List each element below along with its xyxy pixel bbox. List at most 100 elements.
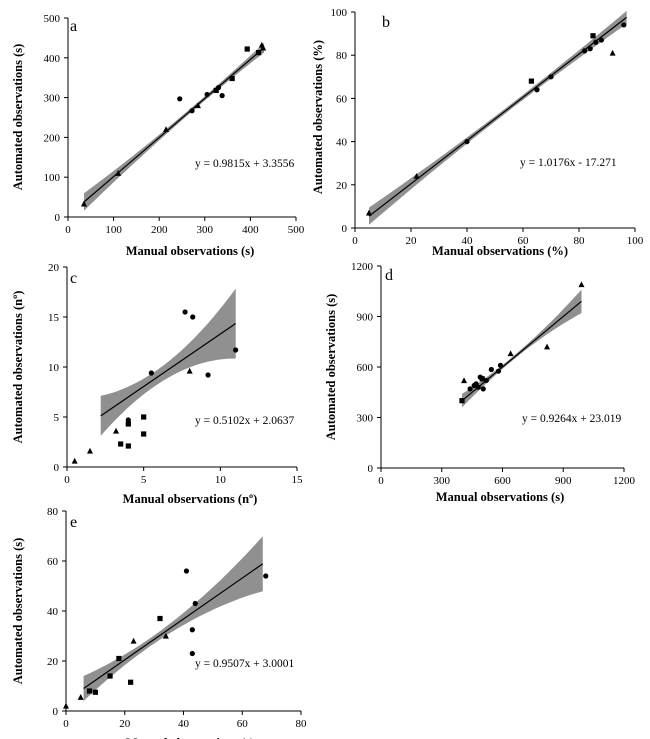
- data-point: [141, 431, 147, 437]
- data-point: [115, 170, 122, 176]
- data-point: [215, 85, 222, 91]
- x-tick-label: 5: [141, 474, 147, 486]
- x-axis-label-a: Manual observations (s): [126, 244, 254, 258]
- data-point: [260, 44, 267, 51]
- y-tick-label: 15: [48, 312, 60, 324]
- data-point: [219, 93, 225, 99]
- x-tick-label: 15: [292, 474, 304, 486]
- chart-panel-b: 0 20 40 60 80 100 0 20 40 60 80 100 b y = 1.0176x - 1…: [311, 7, 644, 258]
- y-tick-label: 1200: [351, 261, 374, 273]
- panel-label-b: b: [382, 14, 390, 31]
- panel-label-a: a: [70, 18, 77, 35]
- x-tick-label: 60: [237, 718, 249, 730]
- data-point: [107, 673, 113, 679]
- y-tick-label: 80: [47, 506, 59, 518]
- data-point: [609, 49, 616, 56]
- data-point: [366, 209, 372, 216]
- data-point: [116, 655, 122, 662]
- x-tick-label: 0: [65, 224, 71, 236]
- x-tick-label: 100: [627, 235, 644, 247]
- y-axis-label-b: Automated observations (%): [311, 40, 325, 194]
- data-point: [480, 386, 486, 392]
- x-axis-label-d: Manual observations (s): [436, 490, 564, 504]
- x-tick-label: 0: [378, 475, 384, 487]
- data-point: [118, 441, 124, 447]
- fit-line-c: [100, 323, 237, 417]
- data-point: [244, 46, 250, 52]
- x-tick-label: 900: [555, 475, 572, 487]
- regression-equation-b: y = 1.0176x - 17.271: [520, 157, 617, 169]
- y-axis-label-d: Automated observations (s): [324, 294, 338, 441]
- data-point: [125, 417, 131, 423]
- data-point: [192, 600, 198, 607]
- y-tick-label: 40: [336, 137, 348, 149]
- data-point: [233, 347, 239, 353]
- y-tick-label: 300: [44, 93, 61, 105]
- y-tick-label: 100: [44, 172, 61, 184]
- y-tick-label: 20: [48, 262, 60, 274]
- panel-label-e: e: [70, 514, 77, 531]
- data-point: [213, 87, 219, 94]
- data-point: [92, 689, 98, 695]
- y-tick-label: 900: [357, 312, 374, 324]
- data-point: [621, 22, 627, 28]
- data-point: [497, 362, 504, 368]
- x-tick-label: 0: [352, 235, 358, 247]
- data-point: [125, 421, 131, 427]
- y-tick-label: 300: [357, 413, 374, 425]
- fit-line-b: [368, 16, 627, 217]
- x-tick-label: 60: [518, 235, 530, 247]
- confidence-band-c: [100, 288, 236, 436]
- data-point: [467, 386, 473, 392]
- data-point: [582, 48, 588, 54]
- confidence-band-b: [369, 10, 627, 225]
- x-tick-label: 20: [406, 235, 418, 247]
- data-point: [461, 377, 468, 384]
- fit-line-a: [83, 47, 265, 203]
- data-point: [189, 108, 195, 114]
- chart-panel-a: 0 100 200 300 400 500 0 100 200 300 400 500 a y = 0.9…: [11, 13, 305, 258]
- data-point: [183, 568, 190, 574]
- data-point: [229, 75, 235, 82]
- data-point: [263, 573, 269, 579]
- data-point: [483, 377, 489, 384]
- y-tick-label: 80: [336, 50, 348, 62]
- confidence-band-d: [462, 289, 582, 408]
- data-point: [479, 376, 485, 382]
- data-point: [475, 384, 481, 390]
- data-point: [459, 398, 465, 404]
- y-tick-label: 200: [44, 132, 61, 144]
- x-tick-label: 500: [288, 224, 305, 236]
- data-point: [162, 632, 169, 639]
- confidence-band-a: [84, 42, 265, 211]
- data-point: [544, 343, 551, 350]
- data-point: [256, 50, 262, 56]
- y-tick-label: 40: [47, 606, 59, 618]
- x-tick-label: 80: [296, 718, 308, 730]
- data-point: [587, 46, 593, 52]
- data-point: [593, 39, 599, 45]
- data-point: [464, 139, 470, 145]
- data-point: [128, 679, 134, 685]
- y-tick-label: 400: [44, 53, 61, 65]
- data-point: [186, 367, 193, 374]
- y-axis-label-c: Automated observations (nº): [11, 291, 25, 444]
- data-point: [548, 74, 554, 80]
- y-tick-label: 0: [368, 463, 374, 475]
- regression-equation-c: y = 0.5102x + 2.0637: [195, 415, 294, 427]
- x-tick-label: 400: [242, 224, 259, 236]
- data-point: [87, 447, 93, 454]
- y-tick-label: 60: [336, 93, 348, 105]
- x-tick-label: 20: [119, 718, 131, 730]
- data-point: [528, 78, 534, 84]
- data-point: [148, 370, 154, 376]
- y-tick-label: 0: [54, 462, 60, 474]
- x-tick-label: 10: [215, 474, 227, 486]
- data-point: [113, 427, 120, 434]
- data-point: [157, 615, 163, 622]
- data-point: [190, 314, 196, 320]
- y-tick-label: 0: [55, 212, 61, 224]
- y-tick-label: 0: [53, 706, 59, 718]
- fit-line-e: [83, 563, 264, 689]
